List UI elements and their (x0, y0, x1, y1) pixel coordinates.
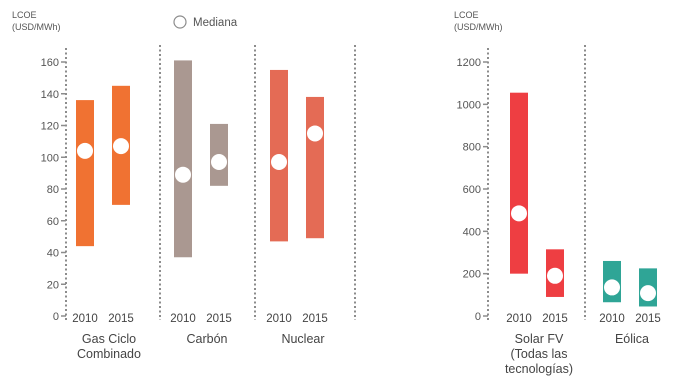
y-tick-label-0-6: 120 (41, 121, 59, 133)
y-tick-label-1-0: 0 (475, 311, 481, 323)
y-tick-label-0-5: 100 (41, 152, 59, 164)
y-axis-title-0-1: (USD/MWh) (12, 22, 61, 32)
year-label-1-1-0: 2010 (599, 313, 625, 325)
y-tick-label-1-3: 600 (463, 184, 481, 196)
y-tick-label-1-6: 1200 (457, 57, 481, 69)
year-label-0-2-0: 2010 (266, 313, 292, 325)
group-label-0-0-0: Gas Ciclo (82, 332, 136, 346)
median-marker-1-0-0 (511, 205, 527, 222)
y-axis-title-1-1: (USD/MWh) (454, 22, 503, 32)
year-label-0-0-0: 2010 (72, 313, 98, 325)
year-label-1-0-0: 2010 (506, 313, 532, 325)
y-tick-label-0-7: 140 (41, 89, 59, 101)
range-bar-0-1-0 (174, 60, 192, 258)
legend-label: Mediana (193, 17, 238, 29)
group-label-1-1-0: Eólica (615, 332, 649, 346)
y-axis-title-0-0: LCOE (12, 10, 37, 20)
y-tick-label-0-2: 40 (47, 248, 59, 260)
median-marker-0-0-0 (77, 142, 93, 159)
y-tick-label-0-1: 20 (47, 279, 59, 291)
year-label-0-2-1: 2015 (302, 313, 328, 325)
group-label-1-0-1: (Todas las (511, 347, 568, 361)
median-marker-1-1-0 (604, 279, 620, 296)
range-bar-0-2-1 (306, 96, 324, 239)
median-marker-1-0-1 (547, 267, 563, 284)
y-tick-label-1-4: 800 (463, 142, 481, 154)
group-label-0-1-0: Carbón (187, 332, 228, 346)
y-tick-label-0-0: 0 (53, 311, 59, 323)
group-label-1-0-0: Solar FV (515, 332, 564, 346)
median-marker-0-2-0 (271, 154, 287, 171)
group-label-0-2-0: Nuclear (281, 332, 324, 346)
year-label-1-0-1: 2015 (542, 313, 568, 325)
y-tick-label-0-3: 60 (47, 216, 59, 228)
median-marker-1-1-1 (640, 285, 656, 302)
y-tick-label-1-5: 1000 (457, 99, 481, 111)
group-label-0-0-1: Combinado (77, 347, 141, 361)
year-label-0-1-1: 2015 (206, 313, 232, 325)
median-marker-0-0-1 (113, 138, 129, 155)
legend-median-marker (173, 15, 187, 29)
median-marker-0-2-1 (307, 125, 323, 142)
year-label-1-1-1: 2015 (635, 313, 661, 325)
range-bar-1-0-0 (510, 92, 528, 274)
year-label-0-1-0: 2010 (170, 313, 196, 325)
group-label-1-0-2: tecnologías) (505, 362, 573, 376)
range-bar-0-0-0 (76, 100, 94, 247)
y-tick-label-0-8: 160 (41, 57, 59, 69)
median-marker-0-1-0 (175, 166, 191, 183)
median-marker-0-1-1 (211, 154, 227, 171)
year-label-0-0-1: 2015 (108, 313, 134, 325)
y-tick-label-1-1: 200 (463, 269, 481, 281)
y-axis-title-1-0: LCOE (454, 10, 479, 20)
y-tick-label-1-2: 400 (463, 226, 481, 238)
y-tick-label-0-4: 80 (47, 184, 59, 196)
